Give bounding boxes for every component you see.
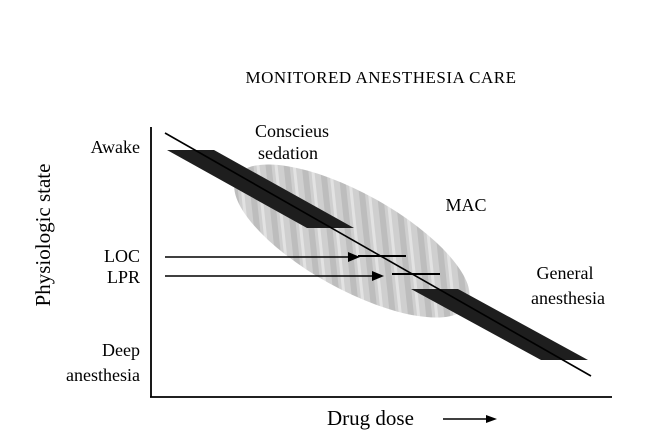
loc-arrowhead	[348, 252, 360, 262]
level-lpr: LPR	[107, 267, 140, 287]
mac-label: MAC	[445, 195, 486, 215]
mac-region-ellipse	[234, 164, 470, 318]
general-anesthesia-label-line2: anesthesia	[531, 288, 605, 308]
y-axis-label: Physiologic state	[31, 164, 55, 307]
dose-response-line	[164, 132, 592, 377]
conscious-sedation-label-line2: sedation	[258, 143, 318, 163]
level-deep-line2: anesthesia	[66, 365, 140, 385]
diagram-title: MONITORED ANESTHESIA CARE	[246, 68, 517, 87]
level-loc: LOC	[104, 246, 140, 266]
x-axis-label: Drug dose	[327, 406, 414, 430]
conscious-sedation-band	[167, 150, 354, 228]
lpr-arrowhead	[372, 271, 384, 281]
conscious-sedation-label-line1: Conscieus	[255, 121, 329, 141]
general-anesthesia-label-line1: General	[537, 263, 594, 283]
level-deep-line1: Deep	[102, 340, 140, 360]
x-axis-label-arrowhead	[486, 415, 497, 423]
level-awake: Awake	[91, 137, 140, 157]
